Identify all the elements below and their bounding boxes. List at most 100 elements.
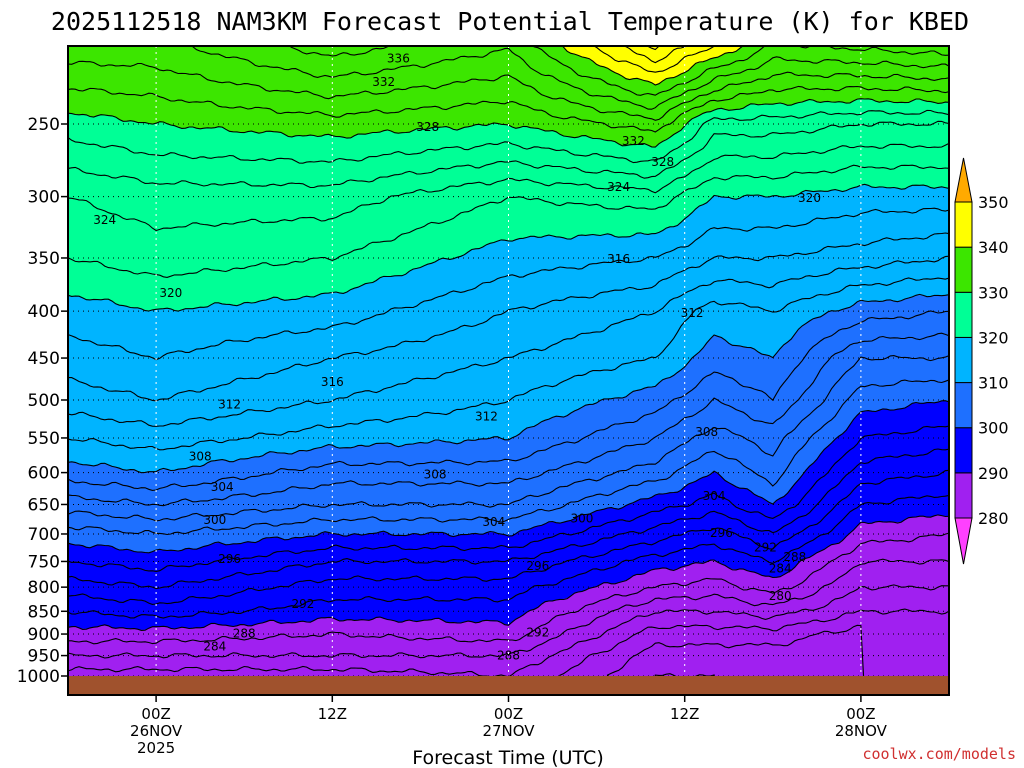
isoline-314: [68, 255, 949, 427]
colorbar-swatch-280: [954, 472, 973, 519]
isoline-298: [68, 425, 949, 572]
contour-label: 284: [769, 561, 792, 575]
x-tick-label: 2025: [137, 739, 175, 757]
isoline-336: [191, 46, 949, 110]
y-tick-label: 350: [28, 249, 60, 269]
y-tick-label: 650: [28, 495, 60, 515]
colorbar-swatch-340: [954, 201, 973, 248]
colorbar-swatch-290: [954, 427, 973, 474]
colorbar-label: 300: [978, 419, 1009, 438]
plot-area: 336 332 328 332 328 324 320 324 316 320 312 316 312 3…: [68, 46, 949, 695]
y-tick-label: 750: [28, 552, 60, 572]
isoline-288: [68, 532, 949, 645]
contour-label: 308: [424, 468, 447, 482]
y-tick-label: 250: [28, 115, 60, 135]
contour-band-290: [68, 515, 949, 695]
x-tick-label: 00Z: [494, 705, 523, 723]
x-tick-label: 12Z: [670, 705, 699, 723]
isoline-282: [86, 608, 949, 695]
isoline-300: [68, 400, 949, 554]
colorbar-swatch-300: [954, 382, 973, 429]
contour-label: 312: [218, 398, 241, 412]
contour-label: 284: [203, 640, 226, 654]
colorbar-label: 340: [978, 238, 1009, 257]
colorbar-label: 350: [978, 193, 1009, 212]
isoline-306: [68, 332, 949, 507]
x-tick-label: 28NOV: [835, 722, 888, 740]
contour-label: 332: [372, 75, 395, 89]
contour-label: 292: [526, 626, 549, 640]
contour-label: 312: [475, 409, 498, 423]
y-tick-label: 800: [28, 578, 60, 598]
contour-label: 292: [754, 540, 777, 554]
colorbar-label: 280: [978, 509, 1009, 528]
y-tick-label: 500: [28, 391, 60, 411]
contour-label: 308: [695, 425, 718, 439]
y-tick-label: 950: [28, 647, 60, 667]
contour-label: 300: [203, 513, 226, 527]
colorbar-swatch-330: [954, 246, 973, 293]
colorbar-under-arrow: [954, 517, 973, 565]
x-axis-label: Forecast Time (UTC): [412, 747, 603, 768]
colorbar-label: 320: [978, 328, 1009, 347]
y-axis: 250 300 350 400 450 500 550 600 650 700 750 800 850 9…: [17, 115, 68, 687]
credit-link[interactable]: coolwx.com/models: [862, 745, 1016, 763]
isoline-302: [68, 379, 949, 536]
x-tick-label: 12Z: [318, 705, 347, 723]
isoline-334: [68, 60, 949, 121]
contour-label: 304: [211, 480, 234, 494]
contour-label: 292: [291, 597, 314, 611]
y-tick-label: 600: [28, 464, 60, 484]
contour-label: 288: [783, 550, 806, 564]
contour-label: 320: [798, 191, 821, 205]
isoline-310: [68, 293, 949, 474]
colorbar-over-arrow: [954, 157, 973, 203]
contour-label: 336: [387, 51, 410, 65]
contour-bands: [68, 46, 949, 695]
contour-label: 288: [497, 649, 520, 663]
chart-title: 2025112518 NAM3KM Forecast Potential Tem…: [51, 7, 969, 36]
isoline-296: [68, 448, 949, 590]
contour-label: 308: [189, 449, 212, 463]
isoline-332: [68, 85, 949, 133]
contour-label: 324: [93, 213, 116, 227]
y-tick-label: 550: [28, 429, 60, 449]
colorbar-label: 330: [978, 283, 1009, 302]
contour-label: 296: [218, 552, 241, 566]
isoline-308: [68, 310, 949, 491]
y-tick-label: 700: [28, 525, 60, 545]
y-tick-label: 300: [28, 188, 60, 208]
contour-label: 312: [681, 306, 704, 320]
y-tick-label: 450: [28, 349, 60, 369]
contour-label: 316: [321, 375, 344, 389]
contour-label: 320: [159, 286, 182, 300]
colorbar-swatch-310: [954, 336, 973, 384]
contour-label: 324: [607, 180, 630, 194]
ground-terrain: [68, 676, 949, 695]
contour-label: 280: [769, 589, 792, 603]
contour-label: 332: [622, 134, 645, 148]
x-tick-label: 26NOV: [130, 722, 183, 740]
y-tick-label: 400: [28, 302, 60, 322]
y-tick-label: 900: [28, 625, 60, 645]
contour-label: 328: [416, 120, 439, 134]
isoline-280: [97, 624, 918, 695]
contour-lines: [68, 46, 949, 695]
contour-label: 304: [482, 515, 505, 529]
isoline-294: [68, 469, 949, 605]
colorbar-label: 310: [978, 374, 1009, 393]
y-tick-label: 850: [28, 602, 60, 622]
isoline-290: [68, 514, 949, 631]
contour-label: 304: [703, 489, 726, 503]
colorbar-label: 290: [978, 464, 1009, 483]
contour-label: 316: [607, 252, 630, 266]
contour-labels: 336 332 328 332 328 324 320 324 316 320 312 316 312 3…: [93, 51, 821, 662]
x-tick-label: 00Z: [846, 705, 875, 723]
isoline-316: [68, 232, 949, 402]
x-tick-label: 27NOV: [482, 722, 535, 740]
isoline-338: [288, 46, 949, 96]
x-tick-label: 00Z: [141, 705, 170, 723]
contour-label: 296: [526, 559, 549, 573]
